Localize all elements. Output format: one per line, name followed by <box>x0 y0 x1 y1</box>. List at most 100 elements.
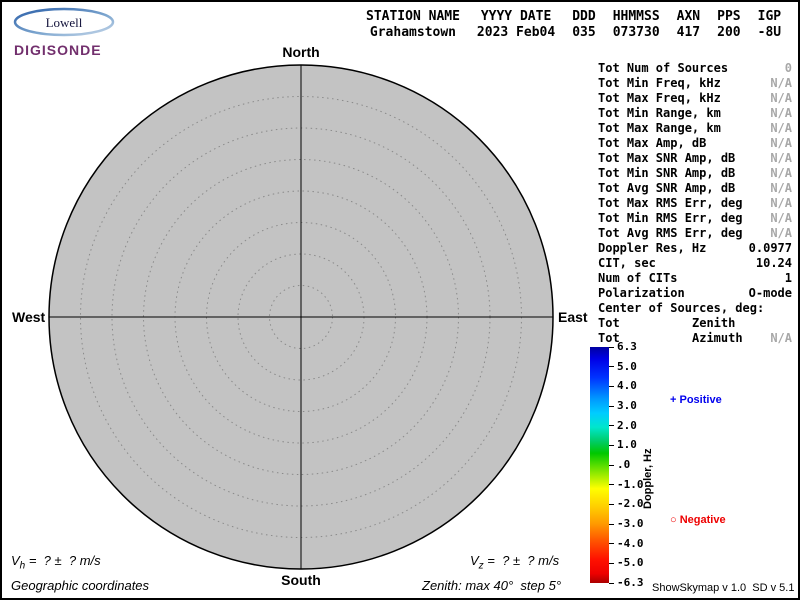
stats-label: Tot Avg RMS Err, deg <box>598 226 743 240</box>
header-field-value: Grahamstown <box>369 25 456 40</box>
compass-label-north: North <box>282 44 320 60</box>
stats-label: Tot Avg SNR Amp, dB <box>598 181 736 195</box>
stats-row: Tot Zenith <box>598 316 792 331</box>
stats-value: N/A <box>770 136 792 150</box>
compass-label-west: West <box>12 309 46 325</box>
header-field-label: STATION NAME <box>366 9 460 24</box>
stats-value: 1 <box>784 271 792 285</box>
horizontal-velocity-readout: Vh = ? ± ? m/s <box>11 553 101 572</box>
stats-label: Tot Max SNR Amp, dB <box>598 151 736 165</box>
stats-value: N/A <box>770 211 792 225</box>
legend-positive: + Positive <box>670 394 722 406</box>
stats-label: Tot Max Amp, dB <box>598 136 707 150</box>
stats-label: Doppler Res, Hz <box>598 241 707 255</box>
colorbar-ticks: 6.3 5.0 4.0 3.0 2.0 1.0 .0 -1.0 -2.0 -3.0 -4.0 -5.0… <box>609 341 679 589</box>
tick-label: 5.0 <box>617 359 637 373</box>
tick-mark <box>609 425 614 427</box>
tick-label: 6.3 <box>617 340 637 353</box>
zenith-range-note: Zenith: max 40° step 5° <box>422 578 562 593</box>
stats-row: CIT, sec 10.24 <box>598 256 792 271</box>
header-field-label: YYYY DATE <box>480 9 552 24</box>
coordinates-note: Geographic coordinates <box>11 578 150 593</box>
compass-label-east: East <box>558 309 588 325</box>
tick-mark <box>609 444 614 446</box>
plus-icon: + <box>670 394 677 406</box>
tick-label: -2.0 <box>617 497 644 511</box>
stats-label: Tot Min RMS Err, deg <box>598 211 743 225</box>
tick-label: 3.0 <box>617 399 637 412</box>
tick-label: -3.0 <box>617 517 644 530</box>
lowell-digisonde-logo: Lowell DIGISONDE <box>12 7 132 58</box>
stats-value: N/A <box>770 151 792 165</box>
stats-row: Tot Max RMS Err, deg N/A <box>598 196 792 211</box>
stats-value: N/A <box>770 196 792 210</box>
stats-row: Tot Max Range, km N/A <box>598 121 792 136</box>
stats-value: O-mode <box>748 286 792 300</box>
stats-value: N/A <box>770 76 792 90</box>
tick-label: -6.3 <box>617 576 644 589</box>
header-field-value: 417 <box>676 25 701 40</box>
stats-row: Tot Min Range, km N/A <box>598 106 792 121</box>
header-column-6: IGP -8U <box>758 9 781 41</box>
stats-label: Tot Min Range, km <box>598 106 721 120</box>
stats-label: Center of Sources, deg: <box>598 301 765 315</box>
tick-mark <box>609 464 614 466</box>
stats-row: Tot Min SNR Amp, dB N/A <box>598 166 792 181</box>
header-column-3: HHMMSS 073730 <box>613 9 660 41</box>
digisonde-wordmark: DIGISONDE <box>14 42 102 58</box>
header-field-label: DDD <box>572 9 596 24</box>
compass-label-south: South <box>281 572 321 588</box>
tick-mark <box>609 405 614 407</box>
doppler-colorbar: 6.3 5.0 4.0 3.0 2.0 1.0 .0 -1.0 -2.0 -3.0 -4.0 -5.0… <box>590 341 795 589</box>
vz-expression: = ? ± ? m/s <box>483 553 560 568</box>
tick-label: .0 <box>617 458 631 471</box>
tick-mark <box>609 346 614 348</box>
tick-mark <box>609 385 614 387</box>
legend-negative-label: Negative <box>679 514 726 526</box>
tick-mark <box>609 523 614 525</box>
stats-value: N/A <box>770 166 792 180</box>
tick-mark <box>609 543 614 545</box>
lowell-logo-ellipse: Lowell <box>13 7 115 37</box>
stats-label: Tot <box>598 316 620 330</box>
tick-mark <box>609 562 614 564</box>
stats-value: N/A <box>770 226 792 240</box>
tick-mark <box>609 366 614 368</box>
stats-row: Num of CITs 1 <box>598 271 792 286</box>
header-field-value: 200 <box>717 25 741 40</box>
stats-label: Tot <box>598 331 620 345</box>
stats-label: Tot Min SNR Amp, dB <box>598 166 736 180</box>
tick-label: 4.0 <box>617 379 637 393</box>
stats-label: Polarization <box>598 286 685 300</box>
stats-row: Tot Avg SNR Amp, dB N/A <box>598 181 792 196</box>
stats-row: Tot Max Freq, kHz N/A <box>598 91 792 106</box>
vz-subscript: z <box>478 560 484 572</box>
stats-row: Tot Min RMS Err, deg N/A <box>598 211 792 226</box>
vz-symbol: V <box>470 553 479 568</box>
app-version: ShowSkymap v 1.0 SD v 5.1 <box>652 582 795 594</box>
header-field-value: -8U <box>757 25 782 40</box>
logo-oval <box>13 7 115 37</box>
tick-label: -5.0 <box>617 556 644 570</box>
header-field-label: PPS <box>717 9 741 24</box>
tick-label: 1.0 <box>617 438 637 452</box>
stats-row: Tot Avg RMS Err, deg N/A <box>598 226 792 241</box>
stats-sublabel: Azimuth <box>692 331 743 345</box>
header-field-label: HHMMSS <box>612 9 660 24</box>
header-field-label: AXN <box>676 9 701 24</box>
stats-value: N/A <box>770 91 792 105</box>
tick-mark <box>609 582 614 584</box>
tick-label: 2.0 <box>617 418 637 432</box>
vh-subscript: h <box>19 560 26 572</box>
stats-row: Tot Min Freq, kHz N/A <box>598 76 792 91</box>
vh-expression: = ? ± ? m/s <box>25 553 101 568</box>
stats-label: Tot Max Range, km <box>598 121 721 135</box>
stats-row: Doppler Res, Hz 0.0977 <box>598 241 792 256</box>
stats-value: N/A <box>770 331 792 345</box>
stats-value: N/A <box>770 181 792 195</box>
circle-icon: ○ <box>670 514 677 526</box>
stats-row: Tot Num of Sources 0 <box>598 61 792 76</box>
vh-symbol: V <box>11 553 20 568</box>
stats-label: Num of CITs <box>598 271 678 285</box>
